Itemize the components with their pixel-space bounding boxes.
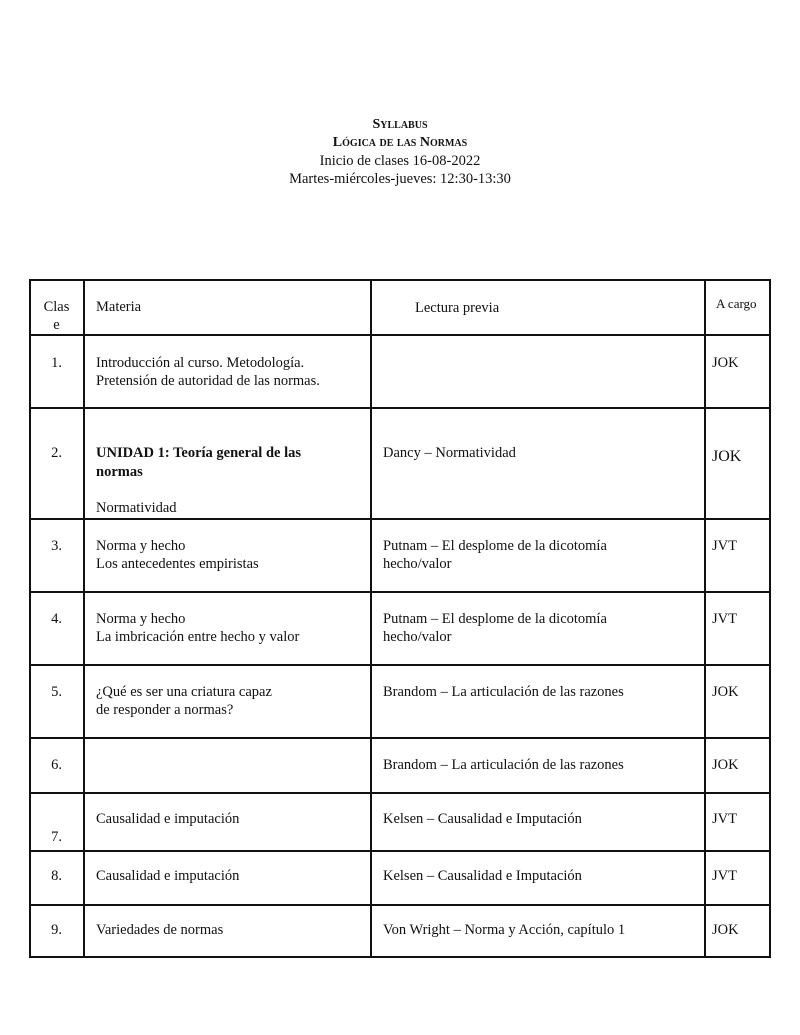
row-line: [29, 664, 771, 666]
col-header-lectura: Lectura previa: [415, 300, 500, 316]
row-line: [29, 591, 771, 593]
lectura-line: Von Wright – Norma y Acción, capítulo 1: [383, 922, 626, 938]
class-number: 2.: [51, 445, 62, 461]
materia-line: de responder a normas?: [96, 702, 234, 718]
materia-line: Norma y hecho: [96, 538, 186, 554]
col-line: [704, 280, 706, 958]
lectura-line: Brandom – La articulación de las razones: [383, 757, 624, 773]
row-line: [29, 792, 771, 794]
col-header-clase: Clas: [43, 299, 70, 315]
materia-line: La imbricación entre hecho y valor: [96, 629, 300, 645]
materia-line: Causalidad e imputación: [96, 868, 240, 884]
class-number: 5.: [51, 684, 62, 700]
materia-line: Causalidad e imputación: [96, 811, 240, 827]
row-line: [29, 518, 771, 520]
lectura-line: Kelsen – Causalidad e Imputación: [383, 868, 582, 884]
row-line: [29, 737, 771, 739]
materia-line: Los antecedentes empiristas: [96, 556, 259, 572]
col-header-materia: Materia: [96, 299, 142, 315]
materia-line: Pretensión de autoridad de las normas.: [96, 373, 320, 389]
lectura-line: hecho/valor: [383, 629, 452, 645]
lectura-line: Dancy – Normatividad: [383, 445, 516, 461]
col-line: [370, 280, 372, 958]
lectura-line: Putnam – El desplome de la dicotomía: [383, 538, 607, 554]
cargo: JVT: [712, 868, 737, 884]
col-line: [769, 280, 771, 958]
cargo: JOK: [712, 355, 739, 371]
row-line: [29, 279, 771, 281]
class-number: 1.: [51, 355, 62, 371]
materia-line: Normatividad: [96, 500, 177, 516]
materia-line: Introducción al curso. Metodología.: [96, 355, 305, 371]
unit-title: normas: [96, 464, 143, 480]
cargo: JVT: [712, 538, 737, 554]
row-line: [29, 956, 771, 958]
row-line: [29, 904, 771, 906]
lectura-line: Putnam – El desplome de la dicotomía: [383, 611, 607, 627]
cargo: JOK: [712, 922, 739, 938]
doc-title: Syllabus: [372, 117, 428, 132]
unit-title: UNIDAD 1: Teoría general de las: [96, 445, 302, 461]
cargo: JOK: [712, 448, 742, 465]
materia-line: Norma y hecho: [96, 611, 186, 627]
lectura-line: Brandom – La articulación de las razones: [383, 684, 624, 700]
class-number: 3.: [51, 538, 62, 554]
class-number: 7.: [51, 829, 62, 845]
lectura-line: hecho/valor: [383, 556, 452, 572]
class-number: 9.: [51, 922, 62, 938]
row-line: [29, 407, 771, 409]
col-line: [83, 280, 85, 958]
class-number: 6.: [51, 757, 62, 773]
cargo: JOK: [712, 757, 739, 773]
row-line: [29, 850, 771, 852]
row-line: [29, 334, 771, 336]
materia-line: ¿Qué es ser una criatura capaz: [96, 684, 272, 700]
schedule: Martes-miércoles-jueves: 12:30-13:30: [289, 171, 511, 187]
col-header-cargo: A cargo: [716, 296, 757, 311]
class-number: 4.: [51, 611, 62, 627]
cargo: JVT: [712, 611, 737, 627]
cargo: JVT: [712, 811, 737, 827]
materia-line: Variedades de normas: [96, 922, 224, 938]
lectura-line: Kelsen – Causalidad e Imputación: [383, 811, 582, 827]
class-number: 8.: [51, 868, 62, 884]
col-line: [29, 280, 31, 958]
col-header-clase-wrap: e: [53, 317, 60, 333]
doc-subtitle: Lógica de las Normas: [332, 135, 468, 150]
cargo: JOK: [712, 684, 739, 700]
start-date: Inicio de clases 16-08-2022: [319, 153, 481, 169]
